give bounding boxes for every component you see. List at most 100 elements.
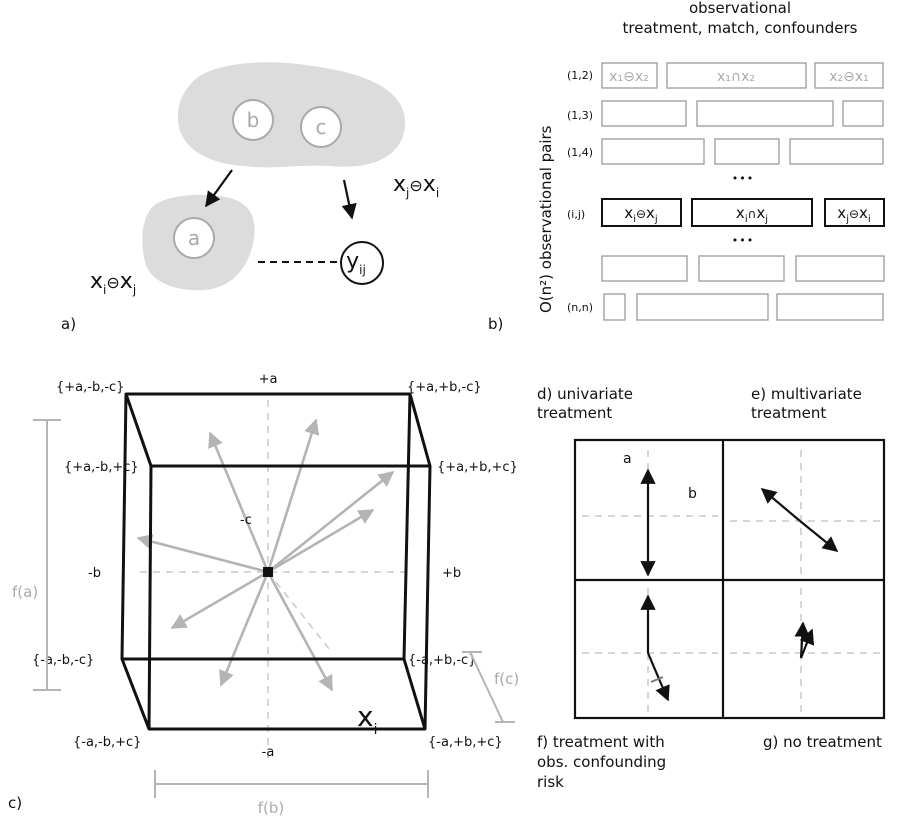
arrow-confounder-to-y [341, 179, 357, 220]
cube-edge [120, 393, 128, 660]
node-a-label: a [188, 226, 200, 250]
node-b [232, 99, 274, 141]
row13-cell-middle [696, 100, 834, 127]
node-b-label: b [247, 108, 260, 132]
f-arrow-down [646, 652, 670, 702]
g-arrow-2 [799, 628, 815, 659]
rowij-cell-right [824, 198, 885, 227]
row12-cell-left-label: x₁⊖x₂ [609, 69, 649, 85]
panel-b-label: b) [488, 315, 503, 333]
panel-d-title-2: treatment [537, 404, 612, 422]
row-label-1-4: (1,4) [567, 146, 593, 159]
rownn-cell-right [776, 293, 884, 321]
row12-cell-right [814, 62, 884, 89]
panel-f-title-1: f) treatment with [537, 733, 665, 751]
axis-c-dashed [267, 571, 331, 651]
label-plus-a: +a [259, 372, 278, 387]
row12-cell-right-label: x₂⊖x₁ [829, 69, 869, 85]
cube-top-face [124, 392, 432, 468]
corner-tr-back: {+a,+b,-c} [407, 380, 482, 395]
panel-f-title-3: risk [537, 773, 564, 791]
corner-br-front: {-a,+b,+c} [428, 735, 503, 750]
corner-tl-back: {+a,-b,-c} [56, 380, 124, 395]
ray-arrow [208, 431, 270, 573]
fc-label: f(c) [494, 670, 519, 688]
ellipsis-bottom: ••• [732, 234, 754, 247]
panel-b-ylabel: O(n²) observational pairs [537, 125, 555, 313]
node-y-label: yij [346, 249, 366, 277]
ellipsis-top: ••• [732, 172, 754, 185]
f-confound-tick [650, 676, 664, 683]
e-arrow-upleft [760, 488, 801, 522]
cube-bottom-face [120, 657, 427, 731]
ray-arrows [136, 418, 395, 692]
rowij-cell-right-label: xj⊖xi [837, 204, 870, 225]
panel-e-title-2: treatment [751, 404, 826, 422]
node-c [300, 106, 342, 148]
cube-edge [402, 393, 412, 660]
panel-c: {+a,-b,-c} {+a,-b,+c} {+a,+b,-c} {+a,+b,… [8, 372, 519, 817]
corner-tl-front: {+a,-b,+c} [64, 460, 139, 475]
rowx-cell-left [601, 255, 688, 282]
row14-cell-left [601, 138, 705, 165]
fb-label: f(b) [258, 799, 285, 817]
e-arrow-downright [799, 520, 839, 552]
panel-g-title: g) no treatment [763, 733, 882, 751]
rowij-cell-left [601, 198, 682, 227]
d-axis-b-label: b [688, 486, 697, 502]
d-axis-a-label: a [623, 451, 632, 467]
panel-b-header-line2: treatment, match, confounders [623, 19, 858, 37]
row-label-i-j: (i,j) [567, 208, 585, 221]
ray-arrow [266, 418, 320, 573]
ray-arrow [267, 470, 395, 574]
set-ji-label: xj⊖xi [393, 172, 439, 200]
row14-cell-middle [714, 138, 780, 165]
confounder-blob [177, 62, 405, 168]
row-label-n-n: (n,n) [567, 301, 593, 314]
panel-b: observational treatment, match, confound… [488, 0, 885, 333]
panel-e-title-1: e) multivariate [751, 385, 862, 403]
ray-arrow [219, 571, 270, 687]
ray-arrow [136, 534, 269, 574]
rowij-cell-left-label: xi⊖xj [624, 204, 657, 225]
cube-edge [147, 465, 153, 730]
rowij-cell-middle-label: xi∩xj [736, 204, 768, 225]
ray-arrow [267, 508, 375, 574]
ray-arrow [170, 570, 269, 630]
set-ij-label: xi⊖xj [90, 269, 136, 297]
rowx-cell-right [795, 255, 885, 282]
rownn-cell-middle [636, 293, 769, 321]
node-y [340, 241, 384, 285]
ray-arrow [266, 571, 334, 692]
node-a [173, 217, 215, 259]
row-label-1-2: (1,2) [567, 69, 593, 82]
node-c-label: c [316, 115, 327, 139]
panel-a-label: a) [61, 315, 76, 333]
panels-d-g: d) univariate treatment e) multivariate … [537, 385, 886, 791]
corner-bl-front: {-a,-b,+c} [73, 735, 141, 750]
rownn-cell-left [603, 293, 626, 321]
panel-a: b c a yij xj⊖xi xi⊖xj a) [61, 62, 439, 333]
cube-edge [423, 465, 432, 730]
label-minus-c: -c [240, 513, 252, 528]
row12-cell-left [601, 62, 658, 89]
origin-marker [263, 567, 273, 577]
xi-label: xi [357, 700, 377, 738]
fa-label: f(a) [12, 583, 38, 601]
rowx-cell-middle [698, 255, 785, 282]
row12-cell-middle-label: x₁∩x₂ [717, 69, 755, 85]
label-minus-a: -a [262, 745, 275, 760]
corner-tr-front: {+a,+b,+c} [437, 460, 518, 475]
row13-cell-right [842, 100, 884, 127]
rowij-cell-middle [691, 198, 813, 227]
arrow-confounder-to-a [205, 169, 233, 208]
corner-br-back: {-a,+b,-c} [408, 653, 476, 668]
label-minus-b: -b [88, 566, 101, 581]
row-label-1-3: (1,3) [567, 109, 593, 122]
corner-bl-back: {-a,-b,-c} [32, 653, 94, 668]
label-plus-b: +b [442, 566, 461, 581]
panel-d-title-1: d) univariate [537, 385, 633, 403]
row14-cell-right [789, 138, 884, 165]
panel-f-title-2: obs. confounding [537, 753, 666, 771]
